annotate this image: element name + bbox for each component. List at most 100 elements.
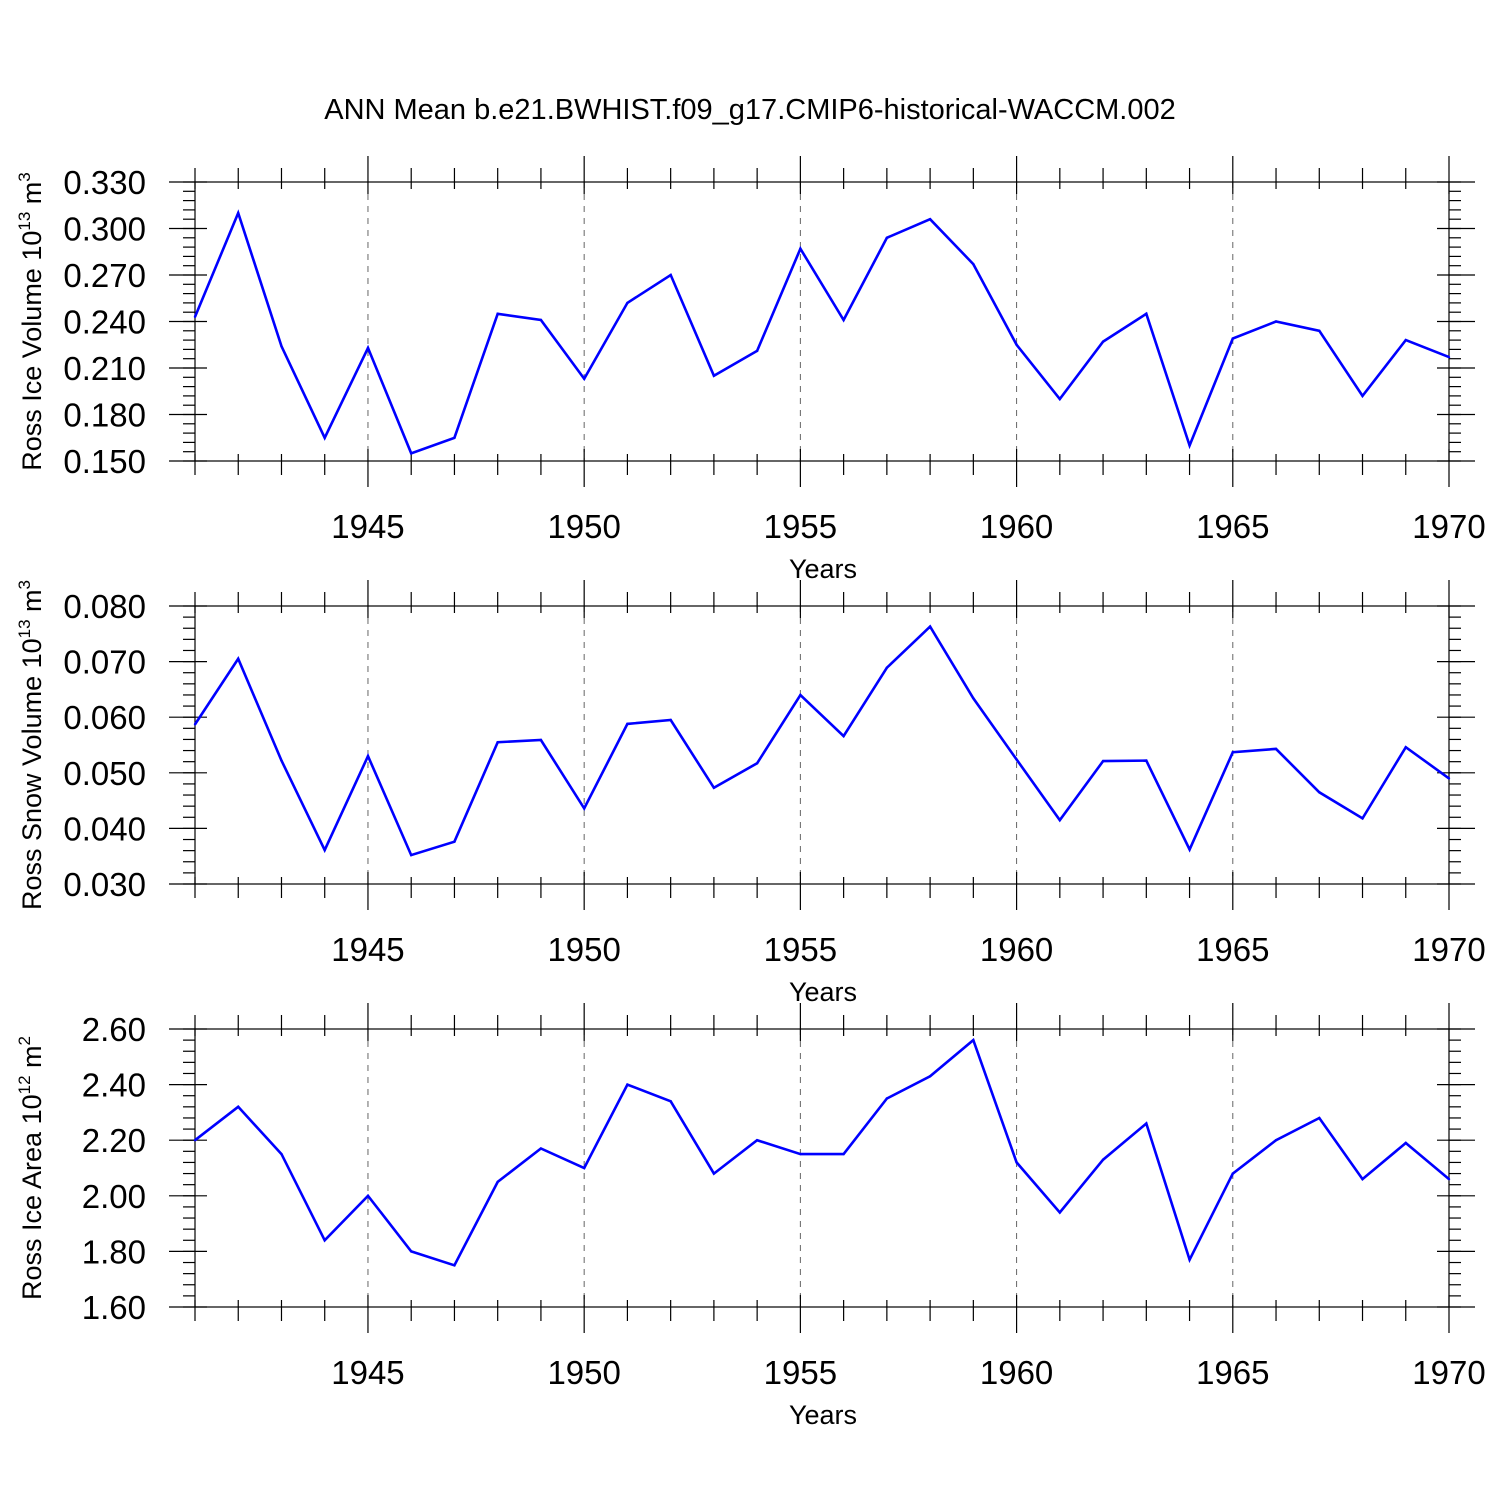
- data-point-1952: [669, 1100, 672, 1103]
- data-point-1942: [237, 211, 240, 215]
- plot-frame: [194, 605, 1450, 885]
- x-tick-label-1960: 1960: [980, 1354, 1053, 1391]
- data-point-1944: [323, 848, 326, 852]
- data-point-1965: [1231, 337, 1234, 340]
- y-tick-label-0.040: 0.040: [63, 810, 146, 847]
- data-point-1941: [193, 723, 197, 726]
- data-point-1956: [842, 318, 845, 322]
- x-tick-label-1965: 1965: [1196, 931, 1269, 968]
- data-point-1961: [1058, 397, 1062, 401]
- data-point-1941: [193, 1139, 197, 1142]
- data-point-1946: [410, 452, 413, 455]
- data-point-1946: [410, 1250, 413, 1253]
- y-tick-label-0.150: 0.150: [63, 443, 146, 480]
- y-tick-label-0.070: 0.070: [63, 644, 146, 681]
- data-point-1963: [1145, 759, 1148, 762]
- data-point-1947: [453, 436, 456, 439]
- y-axis-label-unit-exponent: 2: [15, 1036, 34, 1045]
- x-axis-label: Years: [789, 977, 857, 1007]
- x-tick-label-1945: 1945: [331, 931, 404, 968]
- data-point-1943: [280, 1152, 283, 1156]
- data-point-1969: [1404, 746, 1407, 749]
- data-point-1962: [1101, 340, 1105, 343]
- data-point-1959: [972, 697, 975, 700]
- data-point-1943: [280, 759, 283, 762]
- data-point-1966: [1274, 1139, 1278, 1142]
- data-point-1945: [366, 1194, 370, 1198]
- y-axis-label-unit: m: [17, 589, 47, 619]
- data-point-1957: [885, 666, 889, 669]
- x-tick-label-1970: 1970: [1412, 931, 1485, 968]
- data-point-1970: [1447, 777, 1451, 780]
- panel-1: 0.150 0.180 0.210 0.240 0.270 0.300 0.330 1945 1…: [15, 156, 1486, 584]
- data-point-1951: [626, 722, 629, 726]
- data-point-1952: [669, 718, 672, 722]
- y-axis-label: Ross Ice Area 1012 m2: [15, 1036, 47, 1300]
- y-tick-label-2.00: 2.00: [82, 1178, 146, 1215]
- data-point-1943: [280, 345, 283, 348]
- data-point-1950: [582, 1166, 586, 1170]
- data-point-1948: [496, 1180, 499, 1184]
- y-tick-label-1.60: 1.60: [82, 1289, 146, 1326]
- data-point-1955: [799, 693, 802, 697]
- y-axis-label-text: Ross Snow Volume 10: [17, 638, 47, 910]
- x-tick-label-1945: 1945: [331, 1354, 404, 1391]
- data-point-1965: [1231, 751, 1234, 754]
- y-axis-label: Ross Ice Volume 1013 m3: [15, 172, 47, 471]
- data-point-1950: [582, 377, 586, 381]
- x-tick-label-1950: 1950: [547, 931, 620, 968]
- data-point-1966: [1274, 747, 1278, 751]
- data-point-1962: [1101, 1158, 1105, 1161]
- series-line: [194, 1037, 1450, 1267]
- data-point-1961: [1058, 1211, 1062, 1214]
- data-point-1956: [842, 734, 845, 738]
- panel-3: 1.60 1.80 2.00 2.20 2.40 2.60 1945 1950 1955 1960…: [15, 1003, 1486, 1430]
- data-point-1964: [1188, 1258, 1191, 1261]
- data-point-1964: [1188, 444, 1191, 447]
- data-point-1948: [496, 741, 499, 744]
- data-point-1970: [1447, 355, 1451, 359]
- data-point-1957: [885, 1097, 889, 1100]
- x-tick-label-1955: 1955: [764, 1354, 837, 1391]
- data-point-1949: [539, 738, 543, 742]
- y-tick-label-0.050: 0.050: [63, 755, 146, 792]
- data-point-1944: [323, 436, 326, 439]
- data-point-1948: [496, 312, 499, 315]
- data-point-1967: [1318, 791, 1321, 794]
- data-point-1963: [1145, 1122, 1148, 1125]
- data-point-1964: [1188, 848, 1191, 851]
- x-tick-label-1965: 1965: [1196, 1354, 1269, 1391]
- x-axis-label: Years: [789, 554, 857, 584]
- y-axis-label-unit-exponent: 3: [15, 580, 34, 589]
- x-tick-label-1955: 1955: [764, 508, 837, 545]
- plot-frame: [194, 1028, 1450, 1308]
- data-point-1951: [626, 301, 629, 305]
- data-point-1954: [755, 349, 759, 353]
- y-tick-label-0.060: 0.060: [63, 699, 146, 736]
- y-axis-label-unit: m: [17, 1045, 47, 1075]
- data-point-1950: [582, 807, 586, 810]
- y-axis-label-exponent: 13: [15, 212, 34, 231]
- y-tick-label-0.300: 0.300: [63, 211, 146, 248]
- data-point-1966: [1274, 320, 1278, 323]
- x-tick-label-1970: 1970: [1412, 1354, 1485, 1391]
- data-point-1969: [1404, 338, 1407, 342]
- data-point-1953: [712, 1172, 716, 1175]
- data-point-1954: [755, 762, 759, 765]
- data-point-1959: [972, 1038, 975, 1042]
- x-tick-label-1950: 1950: [547, 508, 620, 545]
- data-point-1960: [1015, 1161, 1018, 1164]
- data-point-1956: [842, 1152, 845, 1156]
- data-point-1968: [1361, 1177, 1364, 1181]
- y-tick-label-2.40: 2.40: [82, 1067, 146, 1104]
- data-point-1970: [1447, 1177, 1451, 1181]
- data-point-1965: [1231, 1172, 1234, 1175]
- y-axis-label-unit-exponent: 3: [15, 172, 34, 181]
- data-point-1958: [928, 1075, 932, 1078]
- data-point-1958: [928, 625, 932, 628]
- data-point-1962: [1101, 759, 1105, 763]
- y-tick-label-0.030: 0.030: [63, 866, 146, 903]
- data-point-1945: [366, 754, 370, 758]
- data-point-1963: [1145, 312, 1148, 315]
- x-axis-label: Years: [789, 1400, 857, 1430]
